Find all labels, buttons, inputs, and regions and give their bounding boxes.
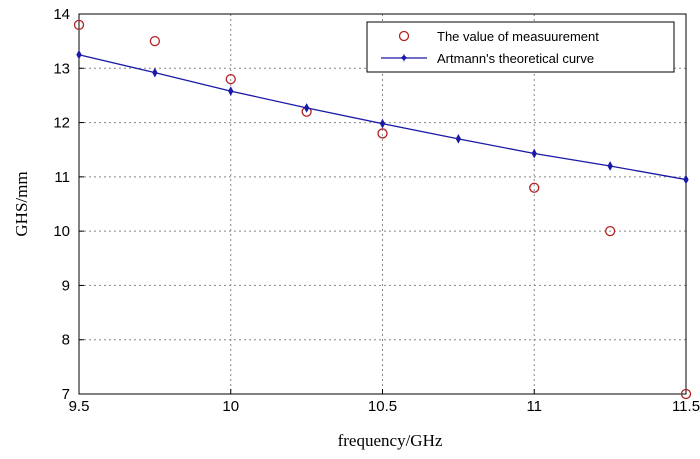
data-point-theory xyxy=(379,118,386,129)
axis-ticks: 9.5 10 10.5 11 11.5 7 8 9 10 11 12 13 14 xyxy=(53,6,700,415)
y-tick-label: 14 xyxy=(53,6,70,23)
x-axis-title: frequency/GHz xyxy=(338,431,443,450)
data-point-measurement xyxy=(680,388,692,400)
y-tick-label: 9 xyxy=(62,277,70,294)
legend-marker-theory-icon: ✦ xyxy=(399,51,410,66)
data-point-measurement xyxy=(73,19,85,31)
legend-label-theory: Artmann's theoretical curve xyxy=(437,51,594,66)
data-point-measurement xyxy=(149,35,161,47)
legend-marker-measurement-icon xyxy=(398,30,410,42)
data-point-theory xyxy=(303,103,310,113)
data-point-theory xyxy=(607,161,613,171)
y-axis-title: GHS/mm xyxy=(12,171,31,236)
data-point-measurement xyxy=(529,182,540,193)
legend-box xyxy=(366,21,675,73)
legend-label-measurement: The value of measuurement xyxy=(437,29,599,44)
y-tick-label: 10 xyxy=(53,223,70,240)
data-point-theory xyxy=(76,49,82,60)
grid xyxy=(79,14,686,394)
y-tick-label: 11 xyxy=(54,169,70,186)
x-tick-label: 9.5 xyxy=(69,398,90,415)
legend: The value of measuurement ✦ Artmann's th… xyxy=(366,21,675,73)
x-tick-label: 11 xyxy=(526,398,542,415)
y-tick-label: 8 xyxy=(62,332,70,349)
y-tick-label: 12 xyxy=(53,115,70,132)
y-tick-label: 13 xyxy=(53,60,70,77)
data-point-measurement xyxy=(377,128,388,139)
data-point-measurement xyxy=(604,225,616,237)
data-point-theory xyxy=(228,86,234,96)
data-point-theory xyxy=(683,174,689,185)
y-tick-label: 7 xyxy=(62,386,70,403)
data-point-theory xyxy=(455,134,462,144)
plot-series xyxy=(73,19,692,400)
data-point-theory xyxy=(531,148,537,159)
x-tick-label: 11.5 xyxy=(672,398,700,415)
x-tick-label: 10 xyxy=(222,398,239,415)
data-point-theory xyxy=(152,67,158,78)
data-point-measurement xyxy=(225,73,236,85)
x-tick-label: 10.5 xyxy=(368,398,397,415)
